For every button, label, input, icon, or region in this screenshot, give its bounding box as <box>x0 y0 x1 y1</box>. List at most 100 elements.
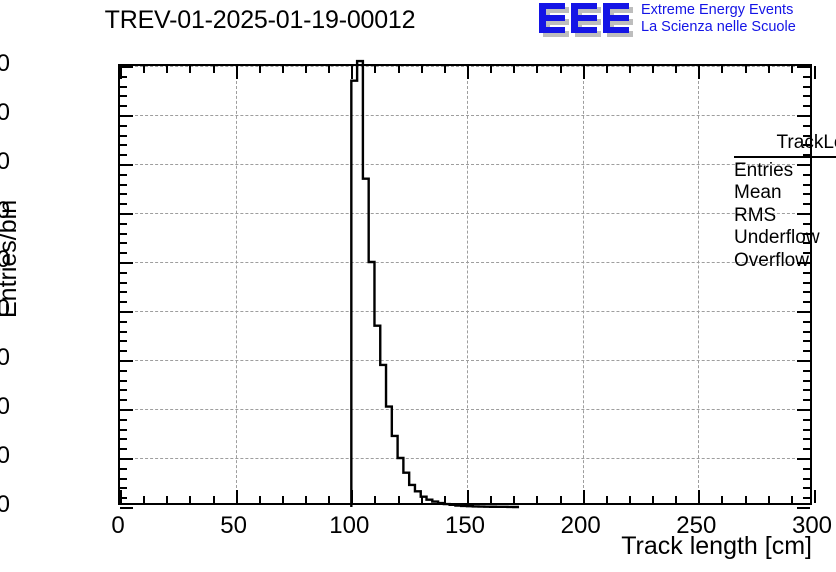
stats-row: Underflow0 <box>734 227 836 250</box>
y-tick-major-right <box>797 164 810 166</box>
y-tick-major-right <box>797 458 810 460</box>
gridline-vertical <box>235 66 237 503</box>
x-axis-title: Track length [cm] <box>621 532 812 560</box>
x-tick-minor <box>258 496 261 503</box>
x-tick-minor <box>721 496 724 503</box>
y-tick-minor <box>120 183 127 186</box>
x-tick-minor <box>397 496 400 503</box>
gridline-horizontal <box>120 115 810 116</box>
y-tick-minor-right <box>803 144 810 147</box>
y-tick-minor-right <box>803 75 810 78</box>
y-tick-minor-right <box>803 252 810 255</box>
y-tick-minor-right <box>803 222 810 225</box>
x-tick-major <box>582 490 585 503</box>
y-tick-minor-right <box>803 448 810 451</box>
y-tick-minor <box>120 85 127 88</box>
x-tick-major <box>120 490 122 503</box>
y-tick-minor-right <box>803 389 810 392</box>
y-tick-minor <box>120 75 127 78</box>
x-tick-minor <box>652 496 655 503</box>
y-tick-minor-right <box>803 193 810 196</box>
x-tick-minor <box>443 496 446 503</box>
grid-layer <box>120 66 810 503</box>
y-tick-major <box>120 507 133 509</box>
y-tick-minor <box>120 222 127 225</box>
page-title: TREV-01-2025-01-19-00012 <box>104 6 416 34</box>
y-tick-major-right <box>797 507 810 509</box>
x-tick-minor-top <box>628 66 631 73</box>
x-tick-label: 250 <box>676 512 717 539</box>
y-tick-minor <box>120 320 127 323</box>
x-tick-minor-top <box>305 66 308 73</box>
y-tick-major-right <box>797 262 810 264</box>
y-tick-label: 0 <box>0 491 10 518</box>
y-tick-minor-right <box>803 369 810 372</box>
eee-logo-text: Extreme Energy Events La Scienza nelle S… <box>641 2 836 36</box>
y-tick-minor-right <box>803 232 810 235</box>
y-tick-minor-right <box>803 105 810 108</box>
y-tick-minor <box>120 301 127 304</box>
x-tick-minor-top <box>443 66 446 73</box>
y-tick-label: 2000 <box>0 393 10 420</box>
y-tick-minor <box>120 497 127 500</box>
y-tick-minor-right <box>803 85 810 88</box>
gridline-vertical <box>582 66 584 503</box>
y-tick-major-right <box>797 66 810 68</box>
y-tick-minor-right <box>803 330 810 333</box>
y-tick-label: 6000 <box>0 197 10 224</box>
y-tick-major-right <box>797 115 810 117</box>
y-tick-minor-right <box>803 340 810 343</box>
y-tick-minor <box>120 281 127 284</box>
x-tick-minor <box>744 496 747 503</box>
y-tick-minor <box>120 134 127 137</box>
y-tick-major <box>120 409 133 411</box>
y-tick-minor-right <box>803 399 810 402</box>
x-tick-minor-top <box>328 66 331 73</box>
y-tick-minor-right <box>803 291 810 294</box>
x-tick-minor <box>328 496 331 503</box>
y-tick-minor-right <box>803 320 810 323</box>
y-tick-minor <box>120 487 127 490</box>
x-tick-minor-top <box>420 66 423 73</box>
stats-box-title: TrackLength <box>776 132 836 153</box>
histogram-curve <box>350 59 520 509</box>
y-tick-major <box>120 66 133 68</box>
gridline-horizontal <box>120 213 810 214</box>
x-tick-minor <box>305 496 308 503</box>
x-tick-major-top <box>467 66 469 79</box>
x-tick-label: 200 <box>560 512 601 539</box>
y-tick-minor-right <box>803 487 810 490</box>
y-tick-minor-right <box>803 477 810 480</box>
y-tick-minor-right <box>803 301 810 304</box>
x-tick-minor-top <box>536 66 539 73</box>
y-tick-label: 1000 <box>0 442 10 469</box>
stats-row: RMS10.53 <box>734 205 836 228</box>
y-tick-minor <box>120 95 127 98</box>
y-tick-minor <box>120 399 127 402</box>
gridline-horizontal <box>120 409 810 410</box>
y-tick-minor-right <box>803 428 810 431</box>
stats-row: Entries44391 <box>734 160 836 183</box>
y-tick-minor <box>120 242 127 245</box>
x-tick-minor-top <box>605 66 608 73</box>
y-tick-minor-right <box>803 418 810 421</box>
y-tick-major <box>120 213 133 215</box>
y-tick-minor <box>120 330 127 333</box>
y-tick-label: 9000 <box>0 50 10 77</box>
y-tick-minor <box>120 271 127 274</box>
y-tick-minor <box>120 369 127 372</box>
x-tick-minor <box>605 496 608 503</box>
x-tick-minor-top <box>166 66 169 73</box>
y-tick-minor <box>120 418 127 421</box>
y-tick-minor <box>120 291 127 294</box>
stats-row-key: Entries <box>734 159 794 181</box>
y-tick-minor-right <box>803 95 810 98</box>
stats-row-key: Overflow <box>734 249 809 271</box>
x-tick-minor <box>374 496 377 503</box>
x-tick-minor <box>675 496 678 503</box>
y-tick-minor <box>120 379 127 382</box>
y-tick-label: 5000 <box>0 246 10 273</box>
y-tick-minor <box>120 428 127 431</box>
x-tick-label: 100 <box>329 512 370 539</box>
